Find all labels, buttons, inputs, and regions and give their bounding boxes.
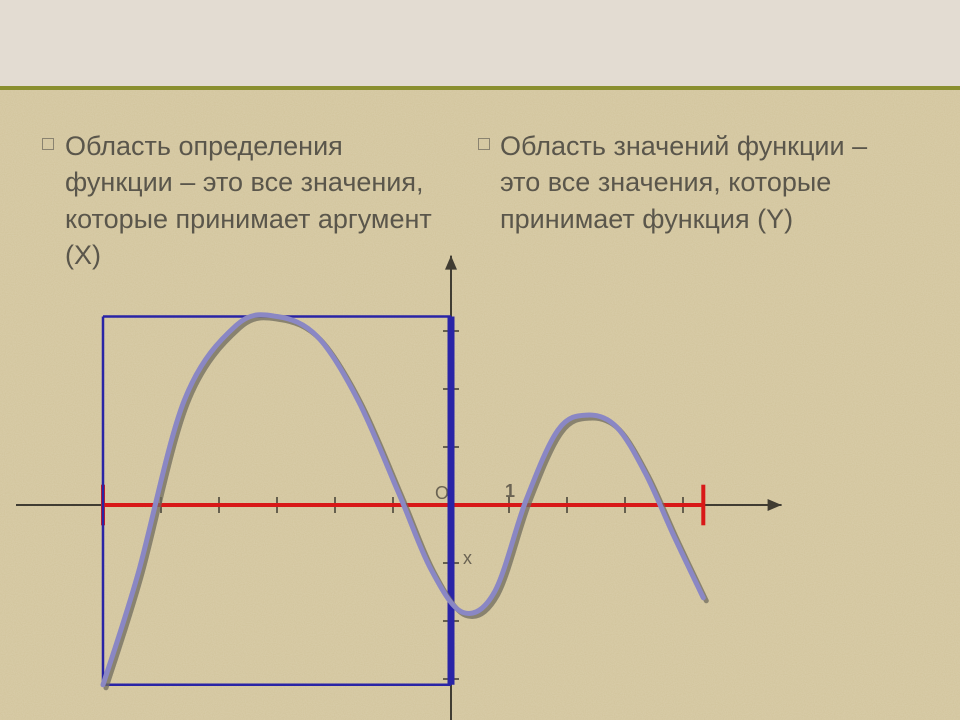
svg-text:х: х bbox=[463, 548, 472, 568]
svg-text:О: О bbox=[435, 483, 449, 503]
function-chart: О 1 х bbox=[0, 0, 960, 720]
svg-text:1: 1 bbox=[505, 481, 515, 501]
